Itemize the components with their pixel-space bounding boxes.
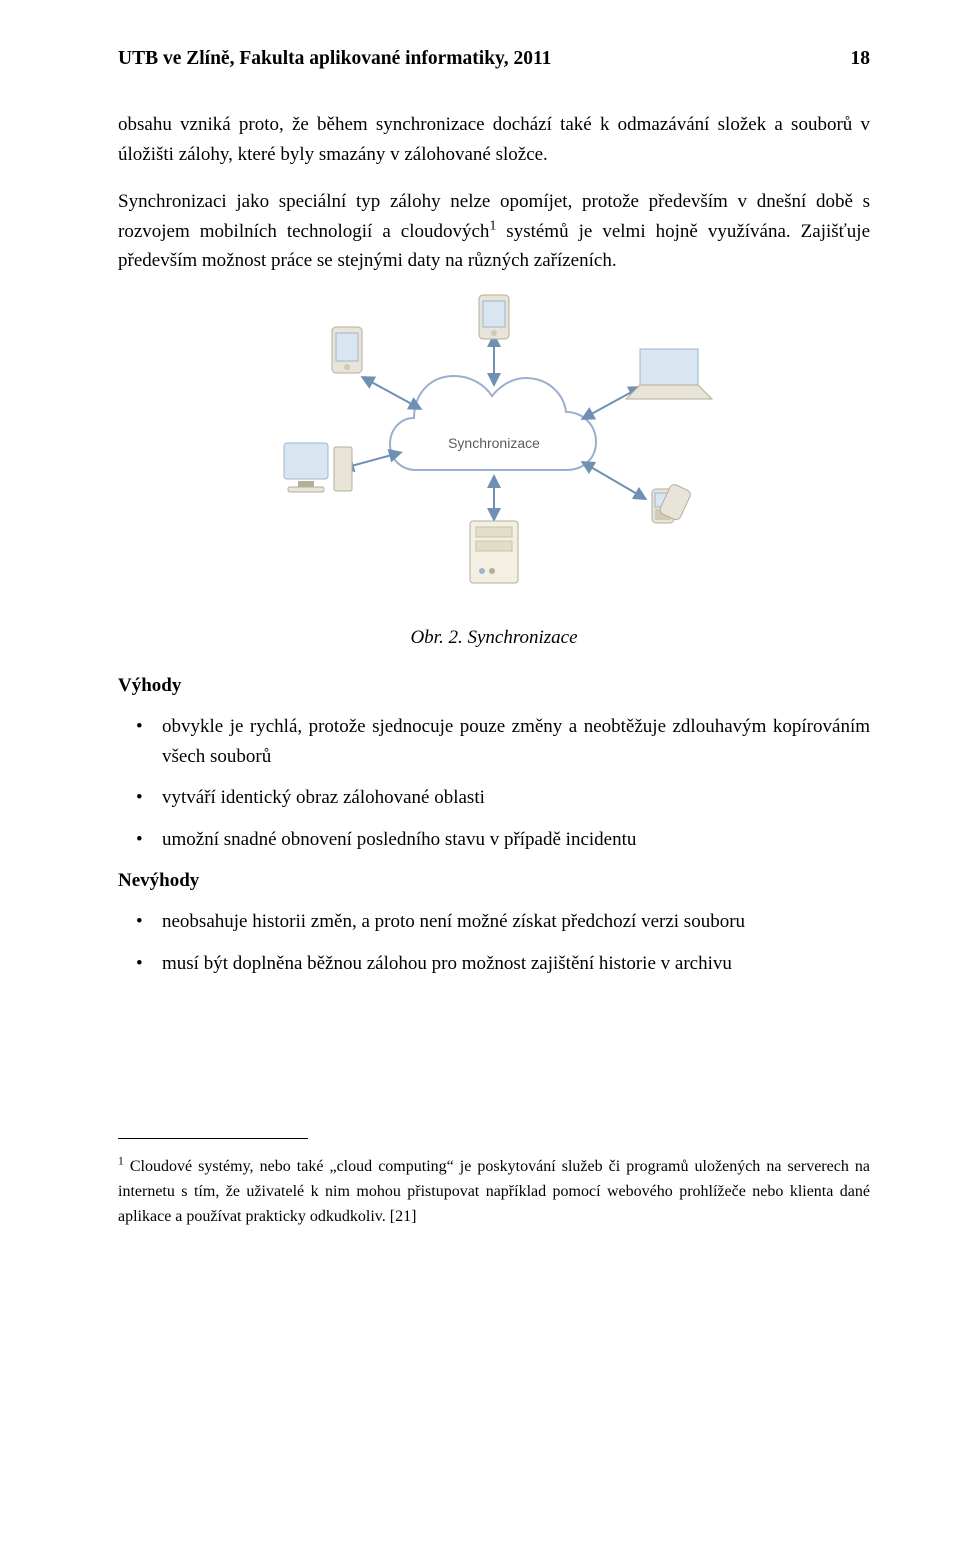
list-item: obvykle je rychlá, protože sjednocuje po… — [118, 712, 870, 771]
laptop-icon — [626, 349, 712, 399]
page: UTB ve Zlíně, Fakulta aplikované informa… — [0, 0, 960, 1290]
paragraph-1: obsahu vzniká proto, že během synchroniz… — [118, 110, 870, 169]
footnote-1: 1 Cloudové systémy, nebo také „cloud com… — [118, 1155, 870, 1229]
list-item: musí být doplněna běžnou zálohou pro mož… — [118, 949, 870, 978]
figure-caption: Obr. 2. Synchronizace — [118, 623, 870, 652]
disadvantages-heading: Nevýhody — [118, 866, 870, 895]
advantages-heading: Výhody — [118, 671, 870, 700]
server-icon — [470, 521, 518, 583]
sync-figure: Synchronizace — [254, 293, 734, 593]
header-page-number: 18 — [851, 44, 871, 74]
list-item: vytváří identický obraz zálohované oblas… — [118, 783, 870, 812]
disadvantages-list: neobsahuje historii změn, a proto není m… — [118, 907, 870, 978]
header-title: UTB ve Zlíně, Fakulta aplikované informa… — [118, 44, 551, 74]
list-item: neobsahuje historii změn, a proto není m… — [118, 907, 870, 936]
cloud-icon: Synchronizace — [390, 376, 596, 470]
footnote-separator — [118, 1138, 308, 1139]
sync-diagram-svg: Synchronizace — [254, 293, 734, 593]
list-item: umožní snadné obnovení posledního stavu … — [118, 825, 870, 854]
paragraph-2: Synchronizaci jako speciální typ zálohy … — [118, 187, 870, 275]
phone-icon — [652, 483, 692, 523]
footnote-text: Cloudové systémy, nebo také „cloud compu… — [118, 1158, 870, 1225]
pda-left-icon — [332, 327, 362, 373]
desktop-icon — [284, 443, 352, 492]
advantages-list: obvykle je rychlá, protože sjednocuje po… — [118, 712, 870, 854]
cloud-label: Synchronizace — [448, 435, 540, 451]
pda-top-icon — [479, 295, 509, 339]
running-header: UTB ve Zlíně, Fakulta aplikované informa… — [118, 44, 870, 74]
